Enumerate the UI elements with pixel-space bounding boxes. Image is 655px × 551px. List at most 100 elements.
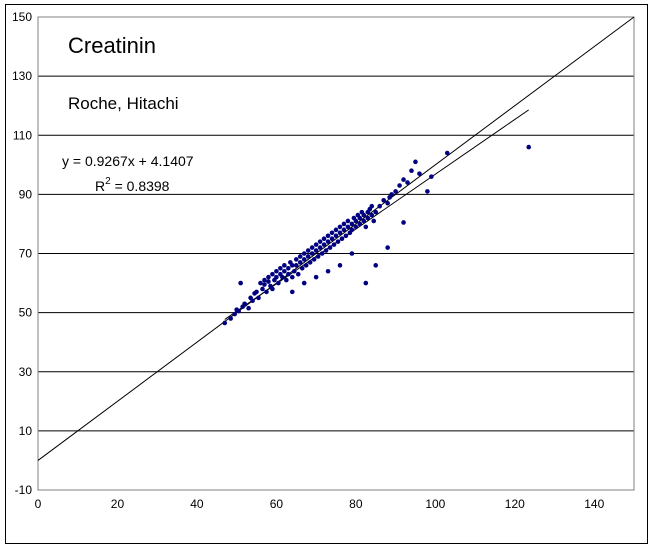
data-point xyxy=(345,224,351,230)
data-point xyxy=(297,260,303,265)
data-point xyxy=(385,245,390,250)
y-tick-label: 70 xyxy=(19,247,33,261)
data-point xyxy=(270,271,275,277)
data-point xyxy=(341,227,347,233)
y-tick-label: 130 xyxy=(12,69,32,83)
data-point xyxy=(325,268,331,274)
y-tick-label: 30 xyxy=(19,365,33,379)
data-point xyxy=(444,150,450,156)
data-point xyxy=(289,274,295,280)
data-point xyxy=(373,263,379,268)
data-point xyxy=(349,227,355,233)
data-point xyxy=(266,274,271,280)
data-point xyxy=(254,289,259,295)
data-point xyxy=(321,242,327,247)
chart-subtitle: Roche, Hitachi xyxy=(68,94,179,113)
data-point xyxy=(425,189,430,194)
data-point xyxy=(309,245,315,250)
data-point xyxy=(315,254,321,259)
data-point xyxy=(293,257,299,262)
data-point xyxy=(369,212,375,218)
data-point xyxy=(373,209,379,215)
data-point xyxy=(313,248,319,253)
data-point xyxy=(337,263,343,268)
data-point xyxy=(337,224,343,230)
chart-frame xyxy=(5,4,648,544)
data-point xyxy=(401,220,406,225)
data-point xyxy=(349,251,355,256)
data-point xyxy=(409,168,414,174)
data-point xyxy=(305,248,311,253)
data-points xyxy=(222,144,532,326)
data-point xyxy=(301,280,307,286)
y-tick-label: -10 xyxy=(15,483,33,497)
x-tick-label: 100 xyxy=(425,497,445,511)
data-point xyxy=(363,224,369,230)
data-point xyxy=(337,230,343,236)
data-point xyxy=(321,236,327,242)
data-point xyxy=(365,215,371,221)
r-squared: R2 = 0.8398 xyxy=(95,176,170,194)
data-point xyxy=(295,271,301,277)
identity-line xyxy=(37,16,635,461)
data-point xyxy=(371,218,377,224)
data-point xyxy=(262,282,267,287)
data-point xyxy=(242,301,247,307)
data-point xyxy=(270,286,275,292)
data-point xyxy=(429,174,434,179)
data-point xyxy=(274,268,279,274)
data-point xyxy=(228,316,234,321)
data-point xyxy=(276,280,281,286)
data-point xyxy=(317,239,323,244)
data-point xyxy=(333,227,339,233)
data-point xyxy=(260,286,265,292)
data-point xyxy=(339,236,345,242)
data-point xyxy=(305,254,311,259)
x-tick-label: 0 xyxy=(35,497,42,511)
r-squared-value: = 0.8398 xyxy=(111,178,170,194)
data-point xyxy=(325,233,331,239)
data-point xyxy=(349,221,355,227)
y-tick-label: 90 xyxy=(19,187,33,201)
data-point xyxy=(303,263,309,268)
data-point xyxy=(405,180,410,185)
data-point xyxy=(325,239,331,244)
data-point xyxy=(266,279,271,284)
data-point xyxy=(413,159,418,165)
data-point xyxy=(377,203,383,209)
data-point xyxy=(526,144,532,150)
data-point xyxy=(353,218,359,224)
y-tick-label: 150 xyxy=(12,10,32,24)
y-tick-label: 10 xyxy=(19,424,33,438)
data-point xyxy=(286,265,291,271)
y-tick-label: 110 xyxy=(13,128,32,142)
data-point xyxy=(363,280,369,286)
data-point xyxy=(313,242,319,247)
data-point xyxy=(309,251,315,256)
regression-line xyxy=(224,109,529,320)
data-point xyxy=(401,177,406,182)
data-point xyxy=(264,289,269,295)
data-point xyxy=(329,236,335,242)
data-point xyxy=(262,277,267,283)
plot-area xyxy=(37,16,635,491)
data-point xyxy=(341,221,347,227)
data-point xyxy=(256,295,261,301)
data-point xyxy=(280,274,285,280)
data-point xyxy=(323,248,329,253)
data-point xyxy=(236,308,241,314)
y-axis-ticks: -10 10 30 50 70 90 110 130 150 xyxy=(12,10,32,497)
data-point xyxy=(381,197,386,203)
data-point xyxy=(389,192,394,197)
data-point xyxy=(274,274,279,280)
trend-lines xyxy=(37,16,635,461)
data-point xyxy=(282,263,287,268)
data-point xyxy=(357,215,363,221)
data-point xyxy=(361,218,367,224)
data-point xyxy=(222,320,228,326)
data-point xyxy=(301,251,307,256)
data-point xyxy=(286,271,291,277)
data-point xyxy=(301,257,307,262)
data-point xyxy=(317,245,323,250)
